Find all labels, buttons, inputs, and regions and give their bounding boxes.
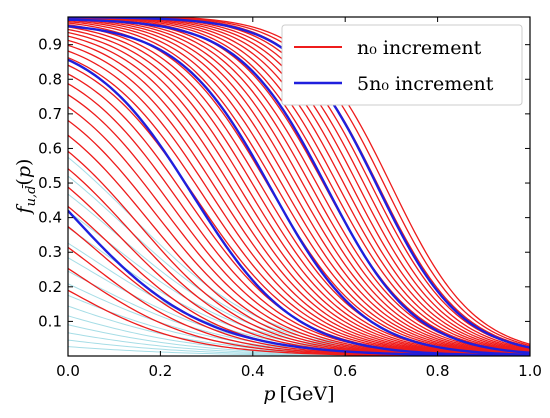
x-axis-label: p [GeV] bbox=[263, 383, 334, 405]
x-tick-label: 1.0 bbox=[518, 362, 542, 380]
y-tick-label: 0.8 bbox=[38, 70, 62, 88]
legend-box bbox=[281, 24, 523, 106]
svg-text:fu,d̄(p): fu,d̄(p) bbox=[13, 159, 39, 216]
curve-blue bbox=[68, 18, 530, 354]
curve-red bbox=[68, 19, 530, 355]
y-tick-label: 0.4 bbox=[38, 209, 62, 227]
legend-label-5n0: 5n₀ increment bbox=[357, 73, 494, 95]
curve-blue bbox=[68, 25, 530, 356]
x-tick-label: 0.2 bbox=[148, 362, 172, 380]
curve-red bbox=[68, 17, 530, 355]
y-tick-label: 0.2 bbox=[38, 278, 62, 296]
x-tick-label: 0.4 bbox=[241, 362, 265, 380]
x-tick-label: 0.6 bbox=[333, 362, 357, 380]
y-tick-label: 0.6 bbox=[38, 139, 62, 157]
x-tick-label: 0.8 bbox=[426, 362, 450, 380]
y-tick-label: 0.3 bbox=[38, 243, 62, 261]
legend: n₀ increment 5n₀ increment bbox=[281, 24, 523, 106]
y-tick-label: 0.7 bbox=[38, 105, 62, 123]
y-axis-label: fu,d̄(p) bbox=[13, 159, 39, 216]
curve-blue bbox=[68, 58, 530, 356]
y-axis: 0.1 0.2 0.3 0.4 0.5 0.6 0.7 0.8 0.9 bbox=[38, 36, 530, 330]
curve-red bbox=[68, 18, 530, 355]
y-tick-label: 0.1 bbox=[38, 312, 62, 330]
curve-red bbox=[77, 17, 530, 352]
x-tick-label: 0.0 bbox=[56, 362, 80, 380]
x-axis: 0.0 0.2 0.4 0.6 0.8 1.0 bbox=[56, 17, 542, 380]
y-tick-label: 0.9 bbox=[38, 36, 62, 54]
curve-red bbox=[68, 17, 530, 353]
curve-red bbox=[68, 20, 530, 355]
curve-red bbox=[68, 17, 530, 353]
legend-label-n0: n₀ increment bbox=[357, 37, 482, 59]
curve-red bbox=[68, 17, 530, 354]
y-tick-label: 0.5 bbox=[38, 174, 62, 192]
plot-frame bbox=[67, 16, 531, 357]
